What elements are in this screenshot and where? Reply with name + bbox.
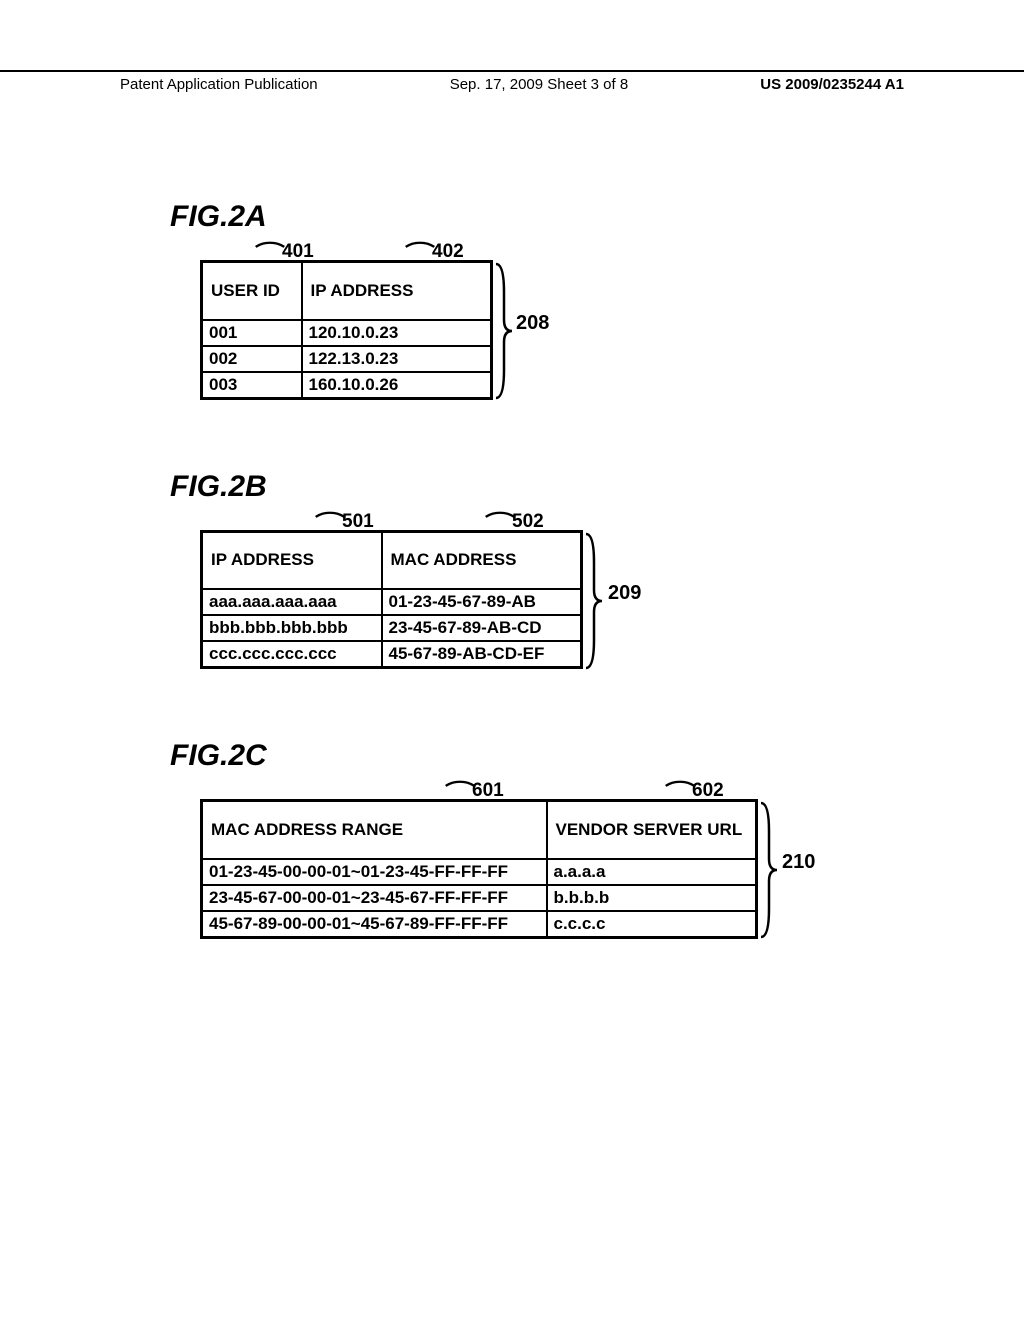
table-row: 001120.10.0.23 [202, 320, 492, 346]
fig-2c-table: MAC ADDRESS RANGE VENDOR SERVER URL 01-2… [200, 799, 758, 939]
fig-2c-th-0: MAC ADDRESS RANGE [202, 801, 547, 859]
figures-content: FIG.2A ⌒401 ⌒402 USER ID IP ADDRESS 0011… [170, 200, 890, 1009]
cell: 160.10.0.26 [302, 372, 492, 399]
cell: 003 [202, 372, 302, 399]
fig-2c-brace-icon [759, 801, 779, 939]
fig-2b-col-label-2-text: 502 [512, 511, 544, 532]
table-row: bbb.bbb.bbb.bbb23-45-67-89-AB-CD [202, 615, 582, 641]
fig-2c-side-label: 210 [782, 851, 815, 874]
fig-2b-th-0: IP ADDRESS [202, 531, 382, 589]
table-row: 003160.10.0.26 [202, 372, 492, 399]
header-right: US 2009/0235244 A1 [760, 76, 904, 93]
fig-2a-col-label-2-text: 402 [432, 241, 464, 262]
cell: aaa.aaa.aaa.aaa [202, 589, 382, 615]
fig-2a-side-label: 208 [516, 312, 549, 335]
header-mid: Sep. 17, 2009 Sheet 3 of 8 [450, 76, 628, 93]
fig-2b-col-label-2: ⌒502 [490, 504, 544, 533]
cell: bbb.bbb.bbb.bbb [202, 615, 382, 641]
fig-2c-col-label-1-text: 601 [472, 780, 504, 801]
fig-2b-col-label-1: ⌒501 [320, 504, 374, 533]
fig-2b-brace-icon [584, 532, 604, 670]
fig-2c-col-label-1: ⌒601 [450, 773, 504, 802]
cell: 120.10.0.23 [302, 320, 492, 346]
fig-2b-side-label: 209 [608, 582, 641, 605]
fig-2a-table: USER ID IP ADDRESS 001120.10.0.23 002122… [200, 260, 493, 400]
table-row: 23-45-67-00-00-01~23-45-67-FF-FF-FFb.b.b… [202, 885, 757, 911]
fig-2c-block: FIG.2C ⌒601 ⌒602 MAC ADDRESS RANGE VENDO… [170, 739, 890, 939]
cell: b.b.b.b [547, 885, 757, 911]
fig-2a-title: FIG.2A [170, 200, 890, 234]
table-row: 002122.13.0.23 [202, 346, 492, 372]
fig-2b-col-label-1-text: 501 [342, 511, 374, 532]
fig-2b-table-wrap: ⌒501 ⌒502 IP ADDRESS MAC ADDRESS aaa.aaa… [200, 530, 890, 670]
fig-2b-th-1: MAC ADDRESS [382, 531, 582, 589]
header-left: Patent Application Publication [120, 76, 318, 93]
cell: 001 [202, 320, 302, 346]
fig-2c-table-wrap: ⌒601 ⌒602 MAC ADDRESS RANGE VENDOR SERVE… [200, 799, 890, 939]
fig-2b-block: FIG.2B ⌒501 ⌒502 IP ADDRESS MAC ADDRESS … [170, 470, 890, 670]
table-row: ccc.ccc.ccc.ccc45-67-89-AB-CD-EF [202, 641, 582, 668]
table-row: 45-67-89-00-00-01~45-67-89-FF-FF-FFc.c.c… [202, 911, 757, 938]
cell: 23-45-67-89-AB-CD [382, 615, 582, 641]
table-header-row: IP ADDRESS MAC ADDRESS [202, 531, 582, 589]
cell: 45-67-89-AB-CD-EF [382, 641, 582, 668]
table-header-row: MAC ADDRESS RANGE VENDOR SERVER URL [202, 801, 757, 859]
fig-2a-col-label-1: ⌒401 [260, 234, 314, 263]
fig-2a-col-label-2: ⌒402 [410, 234, 464, 263]
fig-2a-table-wrap: ⌒401 ⌒402 USER ID IP ADDRESS 001120.10.0… [200, 260, 890, 400]
fig-2b-table: IP ADDRESS MAC ADDRESS aaa.aaa.aaa.aaa01… [200, 530, 583, 670]
page-header: Patent Application Publication Sep. 17, … [0, 70, 1024, 93]
table-row: aaa.aaa.aaa.aaa01-23-45-67-89-AB [202, 589, 582, 615]
cell: 45-67-89-00-00-01~45-67-89-FF-FF-FF [202, 911, 547, 938]
fig-2c-col-label-2-text: 602 [692, 780, 724, 801]
fig-2c-col-label-2: ⌒602 [670, 773, 724, 802]
fig-2c-title: FIG.2C [170, 739, 890, 773]
cell: a.a.a.a [547, 859, 757, 885]
table-row: 01-23-45-00-00-01~01-23-45-FF-FF-FFa.a.a… [202, 859, 757, 885]
fig-2a-th-0: USER ID [202, 262, 302, 320]
cell: 01-23-45-67-89-AB [382, 589, 582, 615]
fig-2c-th-1: VENDOR SERVER URL [547, 801, 757, 859]
fig-2a-col-label-1-text: 401 [282, 241, 314, 262]
fig-2a-brace-icon [494, 262, 514, 400]
fig-2b-title: FIG.2B [170, 470, 890, 504]
cell: 01-23-45-00-00-01~01-23-45-FF-FF-FF [202, 859, 547, 885]
cell: ccc.ccc.ccc.ccc [202, 641, 382, 668]
cell: 002 [202, 346, 302, 372]
fig-2a-th-1: IP ADDRESS [302, 262, 492, 320]
fig-2a-block: FIG.2A ⌒401 ⌒402 USER ID IP ADDRESS 0011… [170, 200, 890, 400]
cell: 23-45-67-00-00-01~23-45-67-FF-FF-FF [202, 885, 547, 911]
cell: c.c.c.c [547, 911, 757, 938]
cell: 122.13.0.23 [302, 346, 492, 372]
table-header-row: USER ID IP ADDRESS [202, 262, 492, 320]
